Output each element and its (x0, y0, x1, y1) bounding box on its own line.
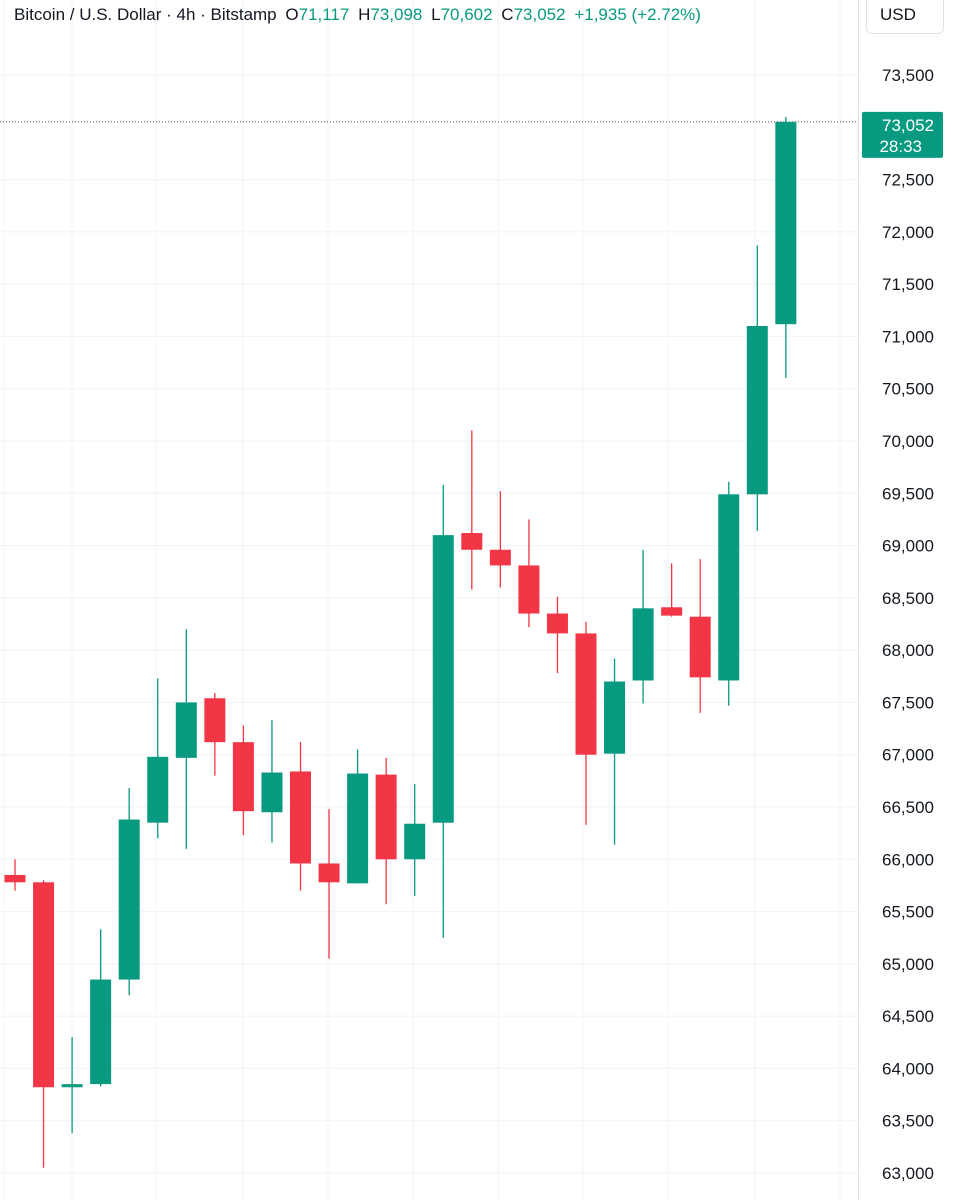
y-tick-label: 72,500 (882, 171, 934, 190)
candle-body (204, 698, 226, 743)
candle-body (604, 681, 626, 754)
symbol-title: Bitcoin / U.S. Dollar · 4h · Bitstamp (14, 5, 277, 24)
y-tick-label: 65,000 (882, 955, 934, 974)
candle-body (718, 494, 740, 681)
y-tick-label: 69,000 (882, 537, 934, 556)
candle-body (489, 549, 511, 566)
candle-body (518, 565, 540, 614)
candle-body (575, 633, 597, 755)
close-value: 73,052 (513, 5, 566, 24)
y-tick-label: 68,000 (882, 641, 934, 660)
open-label: O (285, 5, 299, 24)
y-tick-label: 66,000 (882, 850, 934, 869)
candle-body (632, 608, 654, 681)
y-tick-label: 71,500 (882, 275, 934, 294)
change-value: +1,935 (+2.72%) (574, 5, 701, 24)
open-value: 71,117 (298, 5, 350, 24)
candle-body (318, 863, 340, 883)
candle-body (175, 702, 197, 758)
candle-body (147, 756, 169, 823)
candle-body (546, 613, 568, 634)
candle-body (232, 742, 254, 812)
candle-body (61, 1084, 83, 1088)
last-price-label-box (862, 111, 943, 158)
y-tick-label: 70,500 (882, 380, 934, 399)
symbol-legend: Bitcoin / U.S. Dollar · 4h · Bitstamp O7… (14, 4, 701, 26)
candle-body (746, 325, 768, 495)
candle-body (775, 121, 797, 325)
candle-body (261, 772, 283, 813)
y-tick-label: 68,500 (882, 589, 934, 608)
candle-body (33, 882, 55, 1088)
bar-countdown: 28:33 (879, 137, 922, 156)
y-tick-label: 73,500 (882, 66, 934, 85)
candle-body (375, 774, 397, 860)
y-tick-label: 72,000 (882, 223, 934, 242)
close-label: C (501, 5, 514, 24)
candle-body (290, 771, 311, 864)
y-tick-label: 64,500 (882, 1007, 934, 1026)
low-value: 70,602 (440, 5, 493, 24)
y-tick-label: 63,000 (882, 1164, 934, 1183)
candle-body (118, 819, 140, 980)
y-tick-label: 63,500 (882, 1112, 934, 1131)
candle-body (404, 823, 426, 860)
candle-body (90, 979, 112, 1085)
candle-body (461, 533, 483, 550)
y-tick-label: 71,000 (882, 327, 934, 346)
y-tick-label: 67,500 (882, 693, 934, 712)
y-tick-label: 67,000 (882, 746, 934, 765)
high-label: H (358, 5, 371, 24)
low-label: L (431, 5, 441, 24)
candle-body (347, 773, 369, 884)
y-tick-label: 64,000 (882, 1059, 934, 1078)
y-tick-label: 69,500 (882, 484, 934, 503)
candle-body (432, 535, 454, 823)
y-tick-label: 66,500 (882, 798, 934, 817)
currency-selector[interactable]: USD (866, 0, 944, 34)
high-value: 73,098 (370, 5, 423, 24)
last-price-value: 73,052 (882, 116, 934, 135)
y-tick-label: 70,000 (882, 432, 934, 451)
y-tick-label: 65,500 (882, 903, 934, 922)
candle-body (661, 607, 683, 616)
candle-body (4, 874, 26, 883)
candle-body (689, 616, 711, 678)
